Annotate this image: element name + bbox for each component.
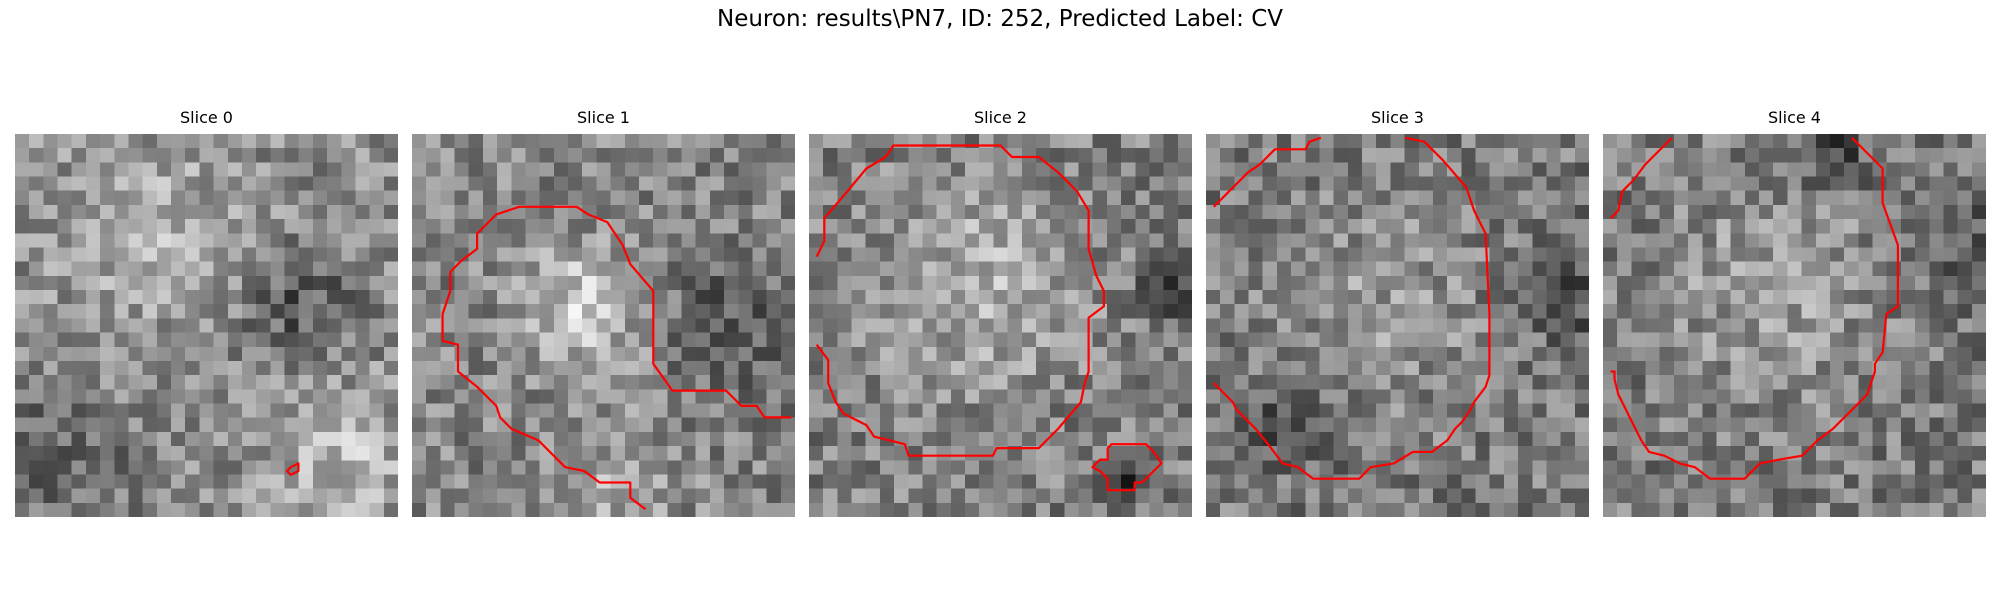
segmentation-contour	[815, 144, 1105, 457]
slice-panel-4: Slice 4	[1603, 108, 1986, 520]
segmentation-contour	[1091, 443, 1163, 492]
slice-image	[15, 134, 398, 517]
segmentation-contour	[1212, 136, 1322, 208]
slice-title: Slice 1	[577, 108, 630, 127]
slice-panel-0: Slice 0	[15, 108, 398, 520]
slice-panel-2: Slice 2	[809, 108, 1192, 520]
segmentation-contour	[441, 205, 792, 511]
segmentation-contour	[1610, 137, 1899, 480]
segmentation-contour	[1609, 137, 1673, 220]
slice-title: Slice 0	[180, 108, 233, 127]
slice-image	[412, 134, 795, 517]
slice-panel-1: Slice 1	[412, 108, 795, 520]
slice-image	[809, 134, 1192, 517]
slice-title: Slice 2	[974, 108, 1027, 127]
segmentation-contour	[1212, 136, 1491, 480]
slice-image	[1206, 134, 1589, 517]
slice-panel-3: Slice 3	[1206, 108, 1589, 520]
segmentation-contour	[285, 462, 300, 476]
figure-title: Neuron: results\PN7, ID: 252, Predicted …	[717, 6, 1283, 32]
slice-image	[1603, 134, 1986, 517]
slice-title: Slice 4	[1768, 108, 1821, 127]
slice-title: Slice 3	[1371, 108, 1424, 127]
